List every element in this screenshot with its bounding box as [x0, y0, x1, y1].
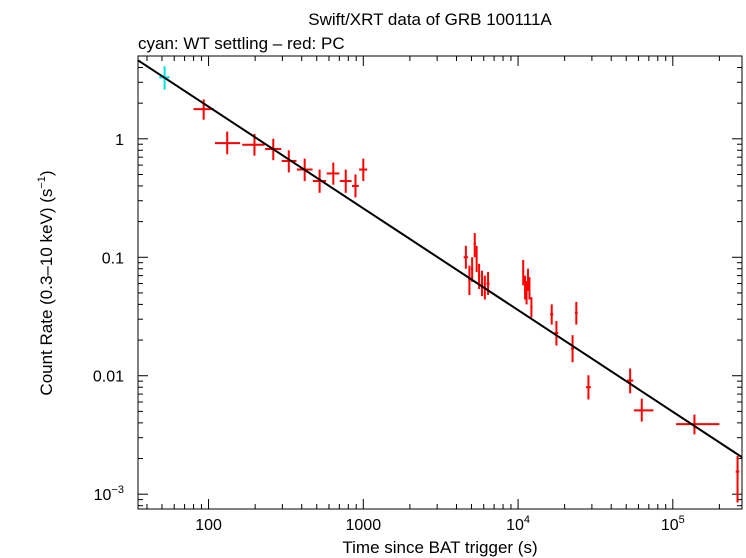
data-point — [571, 335, 575, 363]
data-point — [214, 131, 241, 155]
data-point — [586, 375, 591, 400]
plot-frame — [137, 55, 743, 510]
x-tick-label-base: 10 — [661, 517, 679, 534]
x-tick-label: 104 — [506, 514, 530, 534]
data-point — [525, 281, 528, 305]
data-point — [359, 158, 368, 182]
data-point — [473, 233, 476, 258]
x-tick-label-base: 10 — [506, 517, 524, 534]
y-axis-label-main: Count Rate (0.3–10 keV) (s — [37, 189, 56, 396]
data-point — [676, 414, 720, 435]
y-tick-label: 10−3 — [94, 484, 124, 504]
data-point — [470, 257, 474, 282]
data-point — [574, 301, 578, 325]
x-axis-ticks — [146, 56, 720, 509]
chart-title: Swift/XRT data of GRB 100111A — [308, 10, 552, 29]
y-tick-label-base: 1 — [115, 132, 124, 149]
x-axis-tick-labels: 100 1000 104 105 — [195, 514, 685, 534]
y-tick-label-base: 0.1 — [102, 250, 124, 267]
chart-subtitle: cyan: WT settling – red: PC — [138, 34, 345, 53]
x-tick-label-exp: 4 — [524, 514, 530, 526]
x-tick-label-base: 100 — [195, 517, 222, 534]
y-tick-label: 0.01 — [93, 369, 124, 386]
y-axis-tick-labels: 1 0.1 0.01 10−3 — [93, 132, 124, 504]
model-fit-line — [137, 59, 743, 459]
y-axis-label: Count Rate (0.3–10 keV) (s−1) — [36, 170, 56, 395]
data-point — [480, 270, 484, 297]
data-point — [468, 265, 471, 296]
data-point — [326, 162, 340, 185]
x-tick-label-exp: 5 — [679, 514, 685, 526]
x-axis-label: Time since BAT trigger (s) — [342, 538, 537, 557]
x-tick-label-base: 1000 — [346, 517, 382, 534]
y-axis-label-sup: −1 — [36, 176, 48, 189]
x-tick-label: 1000 — [346, 517, 382, 534]
y-tick-label: 1 — [115, 132, 124, 149]
y-tick-label-base: 10 — [94, 487, 112, 504]
y-axis-ticks — [138, 55, 742, 507]
data-point — [528, 277, 531, 300]
data-point — [633, 398, 654, 422]
x-tick-label: 105 — [661, 514, 685, 534]
x-tick-label: 100 — [195, 517, 222, 534]
data-point — [524, 275, 527, 300]
data-point — [475, 245, 478, 273]
data-point — [735, 456, 740, 503]
data-point — [530, 297, 533, 318]
data-point — [312, 169, 327, 193]
y-axis-label-close: ) — [37, 170, 56, 176]
data-point — [339, 169, 352, 193]
data-point — [351, 174, 359, 198]
data-point — [550, 304, 554, 325]
y-tick-label-base: 0.01 — [93, 369, 124, 386]
series-pc — [193, 99, 740, 503]
data-point — [522, 259, 525, 286]
data-point — [554, 320, 559, 346]
y-tick-label-exp: −3 — [111, 484, 124, 496]
data-point — [463, 245, 469, 269]
y-tick-label: 0.1 — [102, 250, 124, 267]
data-point — [281, 150, 297, 173]
data-point — [626, 368, 634, 394]
